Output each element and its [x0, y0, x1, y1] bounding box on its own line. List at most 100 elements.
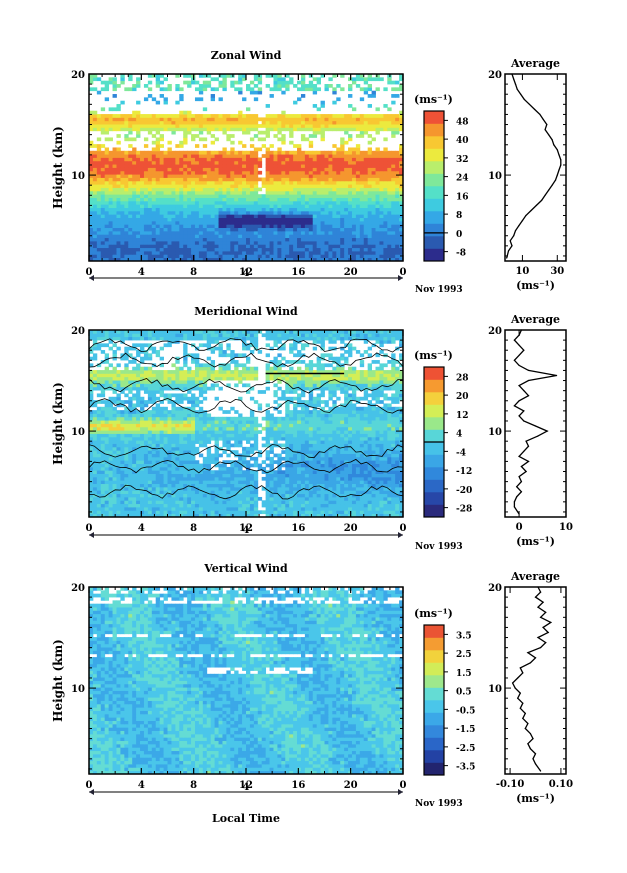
heatmap-cell: [336, 506, 341, 511]
heatmap-cell: [159, 506, 164, 511]
heatmap-cell: [355, 490, 361, 495]
heatmap-cell: [89, 237, 94, 242]
heatmap-cell: [194, 503, 200, 508]
heatmap-cell: [340, 486, 345, 491]
heatmap-cell: [359, 476, 365, 481]
heatmap-cell: [238, 470, 243, 474]
heatmap-cell: [163, 117, 168, 122]
heatmap-cell: [202, 154, 208, 158]
heatmap-cell: [312, 244, 318, 249]
heatmap-cell: [104, 177, 110, 182]
heatmap-cell: [151, 117, 157, 122]
heatmap-cell: [96, 147, 102, 152]
heatmap-cell: [242, 177, 247, 182]
heatmap-cell: [222, 80, 227, 85]
heatmap-cell: [96, 250, 102, 255]
heatmap-cell: [304, 180, 310, 185]
heatmap-cell: [344, 224, 349, 229]
heatmap-cell: [155, 207, 161, 212]
heatmap-cell: [96, 210, 102, 215]
heatmap-cell: [218, 500, 223, 505]
heatmap-cell: [371, 207, 376, 212]
heatmap-cell: [120, 473, 125, 478]
heatmap-cell: [340, 480, 345, 485]
heatmap-cell: [328, 187, 333, 192]
heatmap-cell: [308, 170, 314, 175]
heatmap-cell: [328, 200, 333, 205]
heatmap-cell: [124, 124, 129, 128]
heatmap-cell: [383, 244, 388, 249]
heatmap-cell: [348, 486, 353, 491]
heatmap-cell: [198, 124, 204, 128]
heatmap-cell: [89, 200, 94, 205]
heatmap-cell: [371, 160, 376, 165]
heatmap-cell: [304, 137, 310, 142]
heatmap-cell: [324, 207, 329, 212]
heatmap-cell: [383, 500, 388, 505]
heatmap-cell: [163, 506, 168, 511]
heatmap-cell: [194, 180, 200, 185]
heatmap-cell: [300, 77, 306, 82]
heatmap-cell: [92, 77, 98, 82]
heatmap-cell: [132, 237, 137, 242]
heatmap-cell: [371, 486, 376, 491]
heatmap-cell: [163, 244, 168, 249]
heatmap-cell: [159, 493, 164, 498]
heatmap-cell: [238, 187, 243, 192]
heatmap-cell: [324, 204, 329, 208]
heatmap-cell: [167, 480, 172, 485]
heatmap-cell: [222, 220, 227, 225]
heatmap-cell: [222, 257, 227, 262]
heatmap-cell: [379, 187, 384, 192]
heatmap-cell: [214, 127, 219, 132]
heatmap-cell: [253, 224, 259, 229]
heatmap-cell: [92, 74, 98, 78]
heatmap-cell: [151, 460, 157, 464]
heatmap-cell: [332, 170, 337, 175]
heatmap-cell: [293, 197, 298, 202]
heatmap-cell: [344, 150, 349, 155]
heatmap-cell: [273, 210, 278, 215]
heatmap-cell: [367, 230, 373, 235]
heatmap-cell: [151, 234, 157, 239]
heatmap-cell: [297, 257, 302, 262]
heatmap-cell: [336, 214, 341, 218]
profile-unit: (ms⁻¹): [516, 279, 555, 292]
heatmap-cell: [253, 127, 259, 132]
heatmap-cell: [167, 214, 172, 218]
heatmap-cell: [210, 170, 216, 175]
heatmap-cell: [155, 100, 161, 105]
heatmap-cell: [304, 114, 310, 118]
heatmap-cell: [218, 250, 223, 255]
heatmap-cell: [136, 204, 141, 208]
heatmap-cell: [281, 230, 286, 235]
heatmap-cell: [171, 114, 176, 118]
heatmap-cell: [375, 130, 380, 135]
heatmap-cell: [257, 463, 263, 468]
heatmap-cell: [120, 190, 125, 195]
heatmap-cell: [257, 510, 263, 515]
heatmap-cell: [120, 210, 125, 215]
heatmap-cell: [246, 157, 251, 162]
heatmap-cell: [108, 117, 113, 122]
heatmap-cell: [210, 234, 216, 239]
heatmap-cell: [136, 513, 141, 518]
heatmap-cell: [100, 486, 106, 491]
heatmap-cell: [332, 144, 337, 148]
heatmap-cell: [348, 174, 353, 178]
heatmap-cell: [359, 513, 365, 518]
heatmap-cell: [222, 187, 227, 192]
heatmap-cell: [387, 230, 392, 235]
heatmap-cell: [371, 117, 376, 122]
heatmap-cell: [246, 486, 251, 491]
heatmap-cell: [175, 217, 180, 222]
heatmap-cell: [206, 463, 212, 468]
heatmap-cell: [89, 220, 94, 225]
heatmap-cell: [187, 480, 192, 485]
heatmap-cell: [89, 493, 94, 498]
heatmap-cell: [351, 180, 357, 185]
heatmap-cell: [104, 217, 110, 222]
heatmap-cell: [120, 480, 125, 485]
heatmap-cell: [367, 200, 373, 205]
heatmap-cell: [391, 237, 396, 242]
